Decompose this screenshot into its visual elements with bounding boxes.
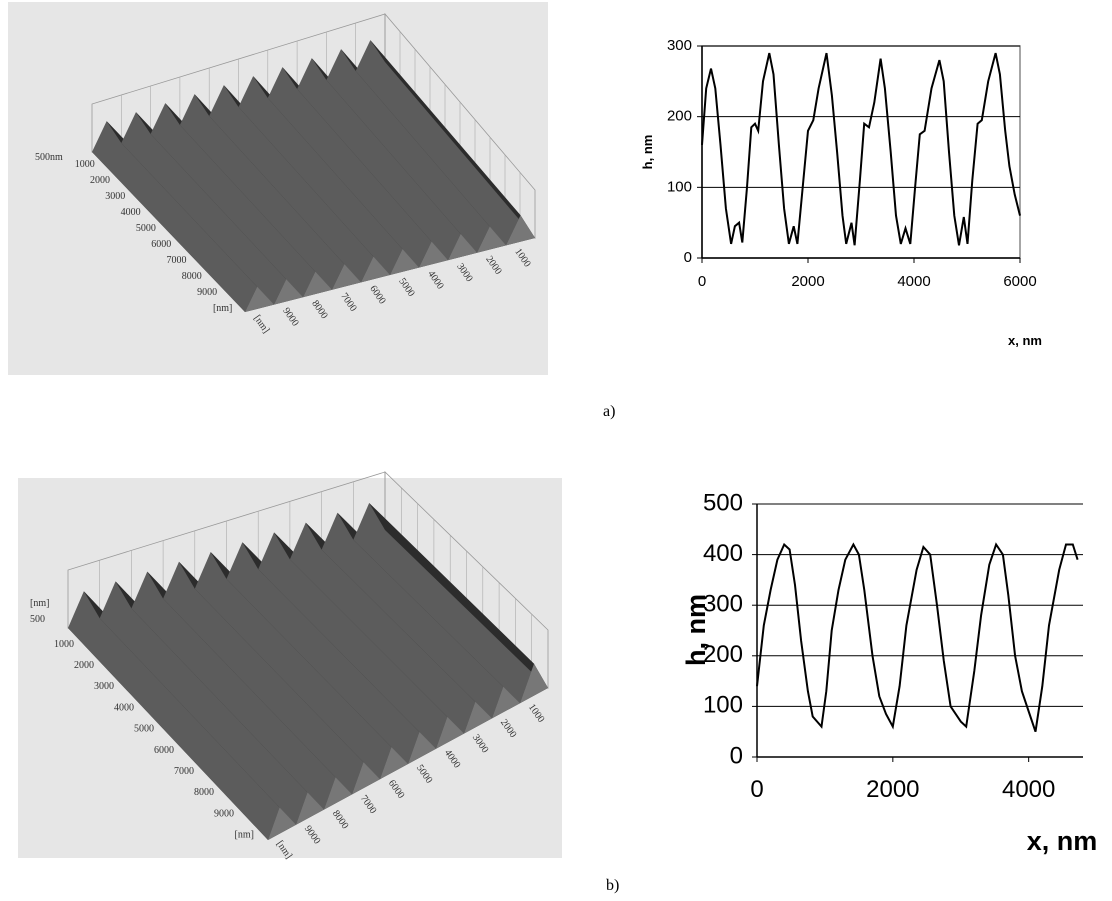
ridge-end bbox=[324, 770, 352, 810]
y-axis-label: 6000 bbox=[154, 745, 174, 756]
y-axis-label: [nm] bbox=[213, 303, 232, 314]
z-axis-label: [nm] bbox=[30, 598, 49, 609]
ridge-end bbox=[303, 267, 332, 298]
ridge-end bbox=[436, 709, 464, 749]
ridge-face bbox=[131, 571, 338, 810]
y-axis-label: 5000 bbox=[134, 724, 154, 735]
y-axis-label: 9000 bbox=[197, 287, 217, 298]
ridge-end bbox=[448, 230, 477, 261]
x-tick-label: 6000 bbox=[1003, 273, 1036, 290]
y-axis-label: 1000 bbox=[54, 639, 74, 650]
x-tick-label: 2000 bbox=[866, 776, 919, 803]
y-tick-label: 200 bbox=[667, 108, 692, 125]
ridge-end bbox=[408, 724, 436, 764]
y-tick-label: 100 bbox=[703, 692, 743, 719]
ridge-face bbox=[355, 40, 521, 246]
ridge-end bbox=[419, 237, 448, 268]
y-axis-label: 2000 bbox=[90, 175, 110, 186]
ridge-face bbox=[121, 112, 289, 305]
ridge-face bbox=[289, 522, 478, 734]
y-axis-label: 8000 bbox=[182, 271, 202, 282]
x-tick-label: 4000 bbox=[897, 273, 930, 290]
ridge-end bbox=[390, 244, 419, 275]
ridge-face bbox=[370, 40, 535, 238]
data-line bbox=[756, 542, 1079, 733]
ridge-face bbox=[369, 503, 548, 688]
ridge-end bbox=[332, 259, 361, 290]
y-tick-label: 200 bbox=[703, 641, 743, 668]
ridge-end bbox=[361, 252, 390, 283]
x-tick-label: 4000 bbox=[1002, 776, 1055, 803]
y-tick-label: 500 bbox=[703, 489, 743, 516]
panel-label: a) bbox=[603, 403, 615, 420]
surface-plots: 500nm10002000300040005000600070008000900… bbox=[30, 12, 549, 861]
y-axis-label: 4000 bbox=[114, 702, 134, 713]
x-axis-title: x, nm bbox=[1008, 333, 1042, 348]
z-axis-label: 500nm bbox=[35, 152, 63, 163]
ridge-face bbox=[267, 67, 434, 268]
ridge-face bbox=[92, 121, 260, 312]
y-axis-title: h, nm bbox=[640, 135, 655, 170]
y-tick-label: 100 bbox=[667, 178, 692, 195]
y-axis-label: 2000 bbox=[74, 660, 94, 671]
ridge-end bbox=[245, 281, 274, 312]
ridge-end bbox=[477, 222, 506, 253]
ridge-end bbox=[380, 739, 408, 780]
panel-label: b) bbox=[606, 877, 619, 894]
x-tick-label: 0 bbox=[750, 776, 763, 803]
ridge-face bbox=[194, 552, 394, 780]
ridge-face bbox=[209, 85, 376, 283]
y-axis-label: 5000 bbox=[136, 223, 156, 234]
z-axis-label: 500 bbox=[30, 614, 45, 625]
ridge-end bbox=[464, 694, 492, 734]
ridge-face bbox=[68, 591, 282, 840]
y-axis-label: 3000 bbox=[94, 681, 114, 692]
ridge-face bbox=[150, 103, 318, 298]
x-tick-label: 2000 bbox=[791, 273, 824, 290]
x-tick-label: 0 bbox=[698, 273, 706, 290]
ridge-face bbox=[179, 94, 347, 290]
x-axis-title: x, nm bbox=[1027, 826, 1098, 856]
data-line bbox=[701, 52, 1021, 246]
ridge-face bbox=[238, 76, 405, 275]
y-axis-label: 6000 bbox=[151, 239, 171, 250]
y-axis-label: 4000 bbox=[121, 207, 141, 218]
y-axis-title: h, nm bbox=[681, 594, 711, 666]
ridge-end bbox=[506, 215, 535, 246]
y-tick-label: 400 bbox=[703, 540, 743, 567]
ridge-end bbox=[296, 785, 324, 825]
y-tick-label: 0 bbox=[684, 249, 692, 266]
ridge-face bbox=[163, 561, 366, 795]
y-axis-label: 7000 bbox=[167, 255, 187, 266]
y-tick-label: 300 bbox=[667, 37, 692, 54]
ridge-face bbox=[321, 512, 506, 719]
ridge-face bbox=[99, 581, 310, 825]
ridge-face bbox=[353, 503, 534, 704]
ridge-end bbox=[268, 800, 296, 840]
ridge-face bbox=[258, 532, 450, 749]
y-axis-label: 9000 bbox=[214, 808, 234, 819]
y-tick-label: 300 bbox=[703, 591, 743, 618]
y-tick-label: 0 bbox=[730, 742, 743, 769]
ridge-face bbox=[326, 49, 492, 253]
ridge-end bbox=[352, 754, 380, 795]
y-axis-label: [nm] bbox=[235, 830, 254, 841]
ridge-end bbox=[520, 663, 548, 704]
ridge-end bbox=[492, 678, 520, 719]
ridge-face bbox=[297, 58, 463, 261]
ridge-end bbox=[274, 274, 303, 305]
y-axis-label: 3000 bbox=[105, 191, 125, 202]
ridge-face bbox=[226, 542, 422, 764]
y-axis-label: 8000 bbox=[194, 787, 214, 798]
y-axis-label: 7000 bbox=[174, 766, 194, 777]
y-axis-label: 1000 bbox=[75, 159, 95, 170]
